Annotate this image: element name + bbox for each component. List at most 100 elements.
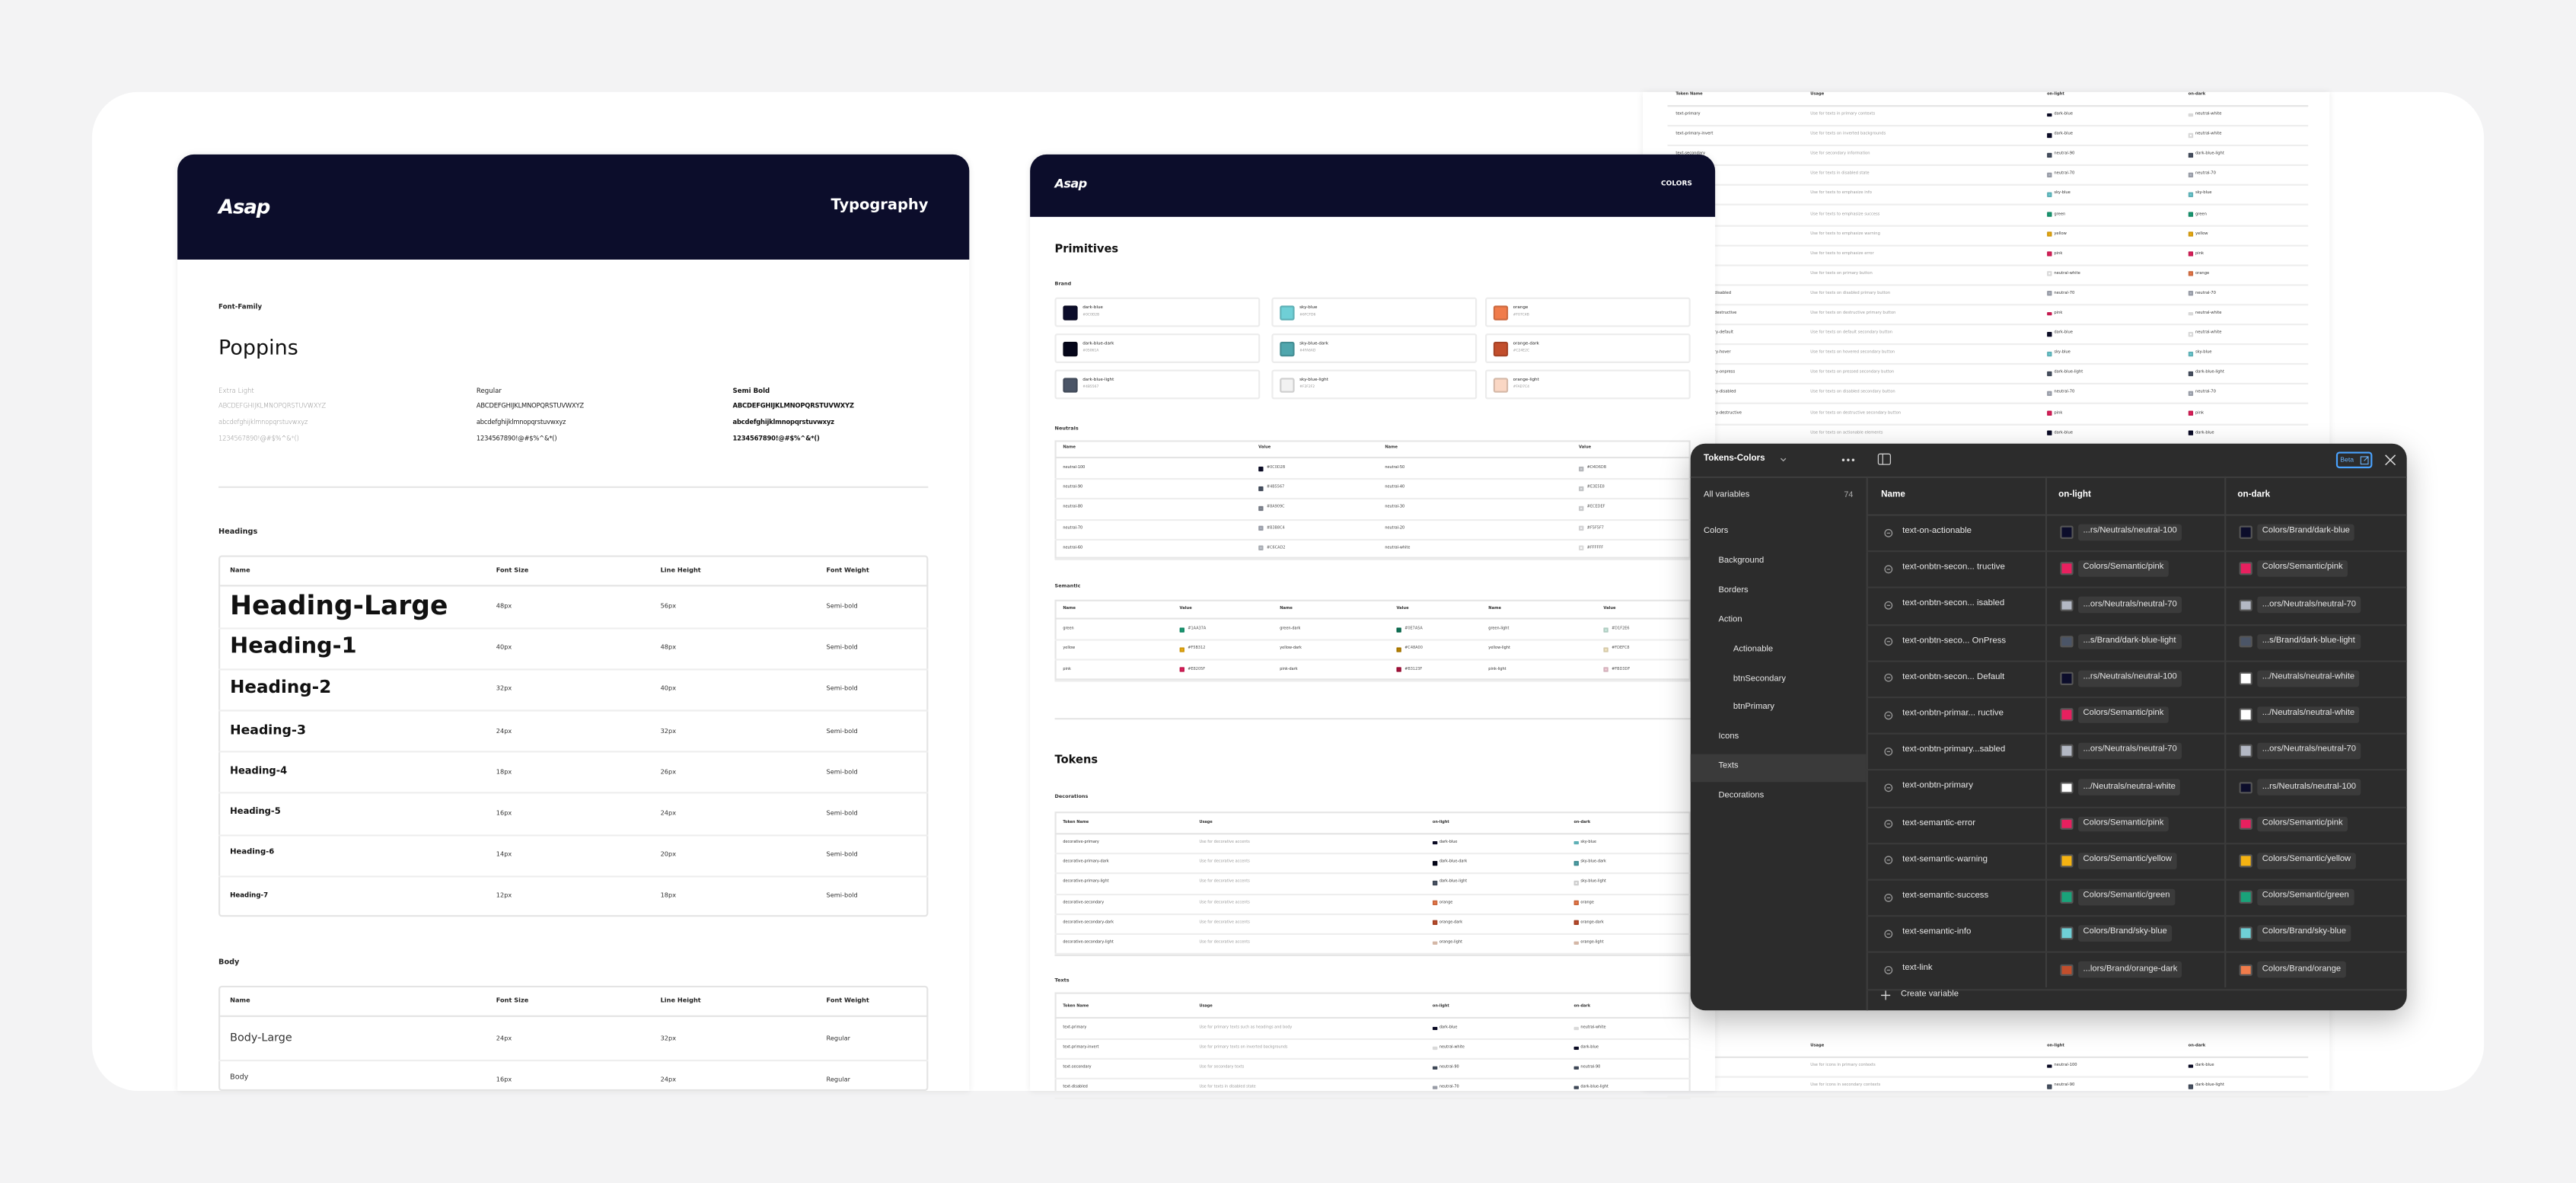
table-cell: 18px: [660, 891, 677, 900]
row-divider: [218, 668, 929, 670]
table-cell: neutral-white: [1385, 544, 1411, 550]
token-value: orange-dark: [1580, 919, 1604, 925]
table-cell: 14px: [496, 850, 512, 859]
token-value: neutral-90: [1580, 1064, 1601, 1070]
token-name: decorative-secondary-light: [1063, 939, 1114, 945]
table-cell: 16px: [496, 808, 512, 817]
row-divider: [1866, 550, 2407, 552]
group-item: Texts: [1718, 761, 1739, 772]
swatch: [2047, 331, 2052, 336]
token-value: orange-light: [1580, 939, 1604, 945]
group-item: Borders: [1718, 585, 1749, 595]
table-header: Value: [1396, 605, 1409, 611]
table-cell: #F5F5F7: [1586, 525, 1604, 530]
alias-chip: ...rs/Neutrals/neutral-100: [2257, 780, 2361, 796]
token-name: text-primary: [1063, 1025, 1087, 1030]
swatch: [1432, 880, 1437, 885]
token-value: sky-blue: [2054, 190, 2071, 196]
section-label: Semantic: [1054, 582, 1081, 589]
token-value: pink: [2195, 250, 2204, 256]
table-cell: #D1F2E6: [1612, 625, 1630, 631]
swatch: [1573, 1065, 1579, 1070]
token-value: orange: [1439, 899, 1453, 904]
token-name: text-disabled: [1063, 1084, 1088, 1089]
swatch: [2239, 563, 2252, 576]
token-value: neutral-70: [2054, 171, 2075, 177]
table-header: Usage: [1810, 91, 1825, 97]
token-usage: Use for texts on hovered secondary butto…: [1810, 349, 1895, 356]
token-usage: Use for texts on inverted backgrounds: [1810, 131, 1886, 136]
swatch-name: sky-blue-light: [1299, 377, 1328, 382]
variable-icon: [1884, 965, 1893, 974]
table-cell: neutral-80: [1063, 505, 1083, 510]
table-cell: 20px: [660, 850, 677, 859]
token-value: dark-blue: [2195, 1062, 2214, 1068]
swatch: [2239, 526, 2252, 539]
swatch: [2239, 671, 2252, 684]
variable-icon: [1884, 601, 1893, 610]
variable-name: text-link: [1902, 964, 1933, 974]
token-value: dark-blue: [2195, 429, 2214, 435]
variable-name: text-onbtn-primar... ructive: [1902, 708, 2004, 719]
table-cell: 32px: [496, 684, 512, 693]
table-header: on-light: [1432, 1003, 1449, 1009]
token-usage: Use for icons in secondary contexts: [1810, 1082, 1881, 1088]
swatch: [2047, 132, 2052, 138]
swatch-value: #6FCFD6: [1299, 313, 1316, 317]
token-name: decorative-secondary-dark: [1063, 919, 1114, 925]
table: [1054, 440, 1691, 559]
swatch: [2188, 311, 2193, 317]
swatch-value: #C24E2C: [1513, 349, 1530, 353]
table-header: Name: [1488, 605, 1501, 611]
token-value: green: [2195, 210, 2207, 216]
create-variable: Create variable: [1900, 990, 1959, 1000]
swatch: [2188, 410, 2193, 416]
type-sample: Heading-6: [230, 849, 275, 858]
alias-chip: Colors/Semantic/yellow: [2257, 852, 2356, 869]
swatch: [2239, 708, 2252, 721]
alias-chip: ...rs/Neutrals/neutral-100: [2078, 524, 2182, 540]
table-header: Font Size: [496, 565, 529, 574]
swatch: [1432, 920, 1437, 926]
token-value: dark-blue: [1439, 839, 1458, 844]
table-header: Name: [1063, 605, 1076, 611]
table-cell: pink-dark: [1280, 666, 1298, 671]
row-divider: [1866, 623, 2407, 624]
table: [1054, 812, 1691, 957]
swatch: [1432, 1085, 1437, 1090]
token-name: decorative-primary-dark: [1063, 859, 1109, 865]
token-value: sky-blue-dark: [1580, 859, 1606, 865]
alias-chip: .../Neutrals/neutral-white: [2257, 670, 2360, 687]
token-usage: Use for texts in disabled state: [1810, 171, 1870, 177]
token-name: decorative-secondary: [1063, 899, 1105, 904]
swatch: [2188, 132, 2193, 138]
token-usage: Use for texts on destructive secondary b…: [1810, 410, 1901, 415]
swatch: [2047, 152, 2052, 158]
table-cell: neutral-50: [1385, 464, 1405, 470]
open-icon: [2359, 455, 2368, 464]
swatch-name: orange-dark: [1513, 340, 1539, 346]
swatch-name: dark-blue-dark: [1082, 340, 1114, 346]
variable-name: text-on-actionable: [1902, 526, 1972, 537]
table-cell: 26px: [660, 767, 677, 776]
row-divider: [1866, 842, 2407, 843]
swatch: [2060, 818, 2073, 831]
section-title: Primitives: [1054, 242, 1119, 256]
weight-name: Regular: [476, 386, 502, 394]
close-button: [2385, 454, 2396, 466]
section-label: Headings: [218, 528, 258, 537]
table-cell: Regular: [826, 1074, 851, 1083]
token-value: neutral-white: [2195, 111, 2222, 116]
section-title: Tokens: [1054, 753, 1098, 767]
variable-name: text-semantic-error: [1902, 818, 1976, 828]
swatch: [1573, 1085, 1579, 1090]
table-cell: 40px: [660, 684, 677, 693]
token-usage: Use for texts on disabled primary button: [1810, 290, 1891, 295]
table-header: Line Height: [660, 996, 701, 1004]
token-value: pink: [2195, 410, 2204, 415]
table-cell: Semi-bold: [826, 808, 858, 817]
swatch: [1432, 901, 1437, 906]
table-cell: 40px: [496, 643, 512, 652]
row-divider: [1866, 732, 2407, 734]
divider: [1054, 718, 1691, 719]
